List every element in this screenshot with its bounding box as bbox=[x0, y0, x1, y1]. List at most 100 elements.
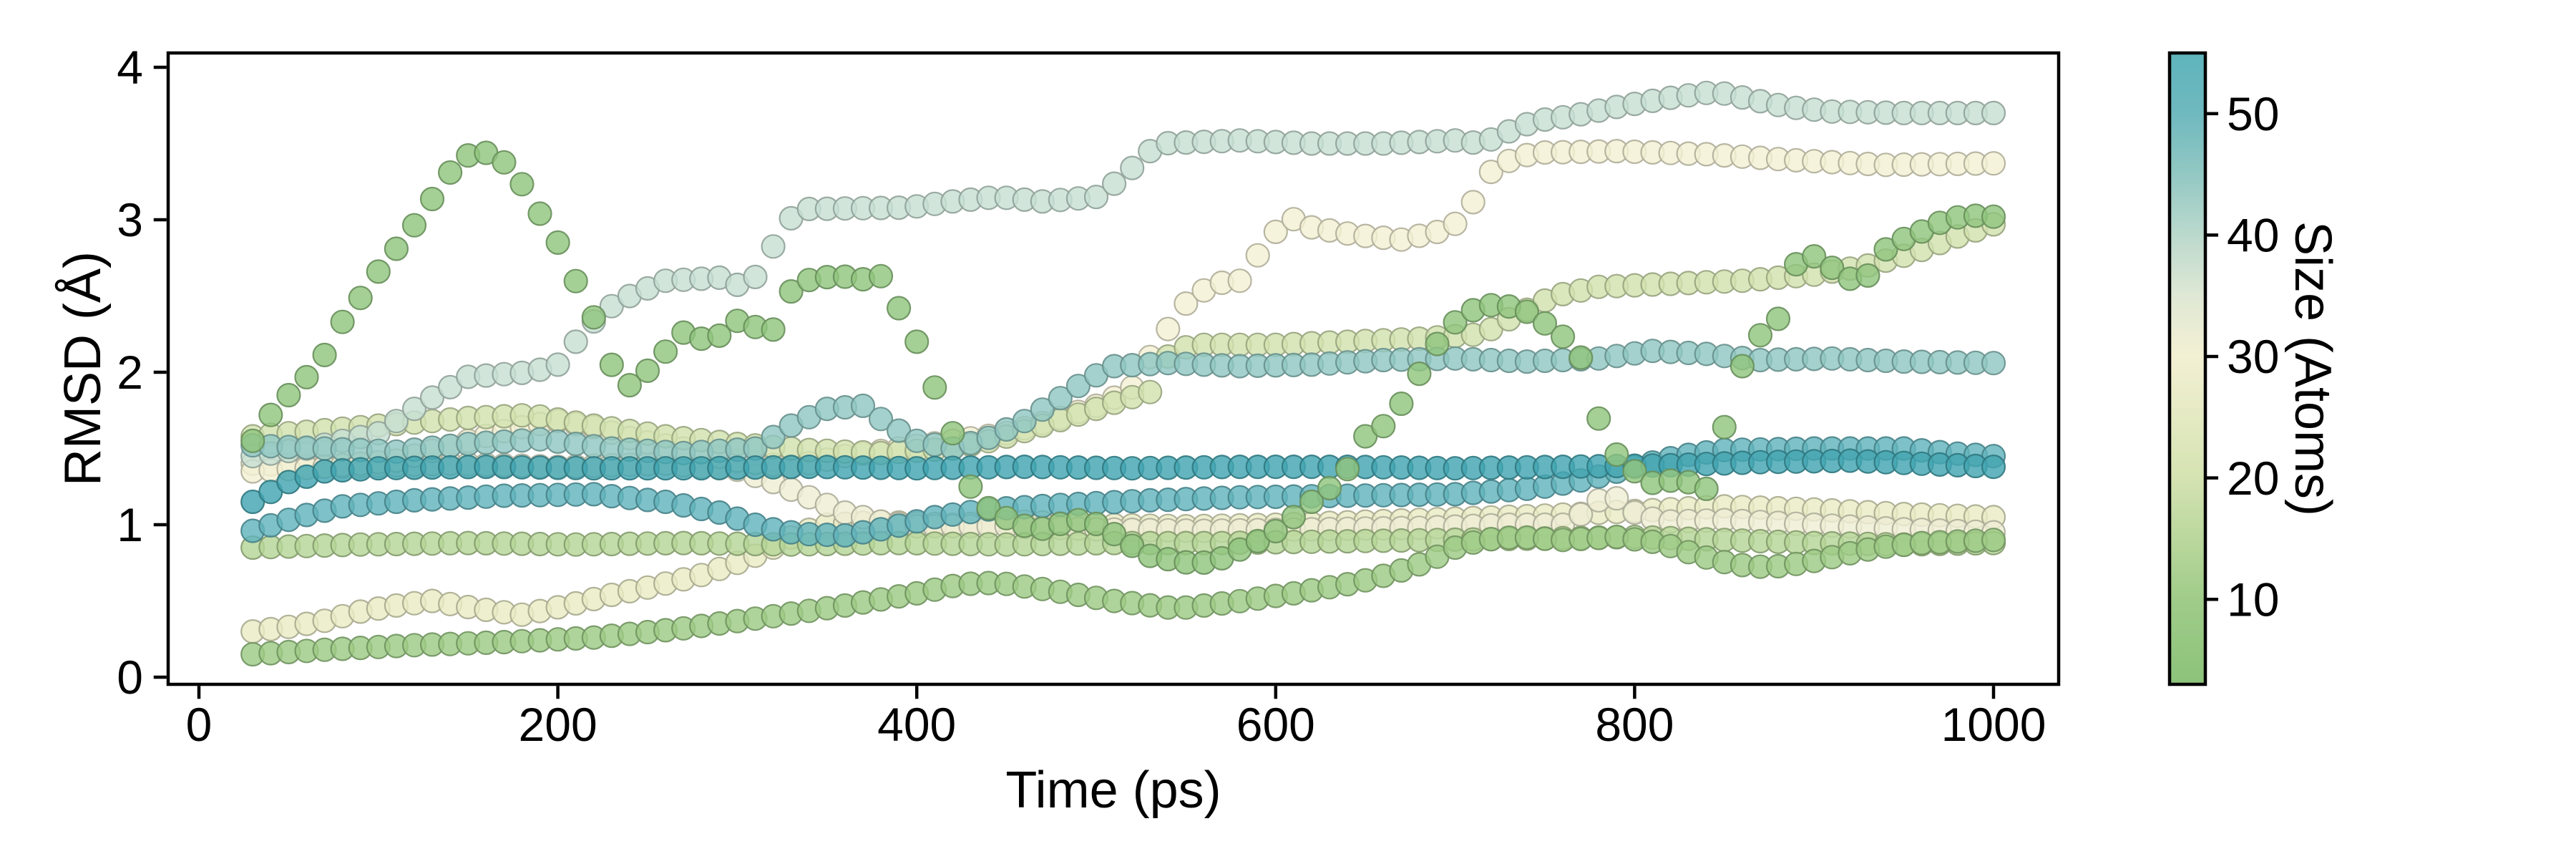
y-tick-label: 3 bbox=[117, 193, 143, 246]
scatter-point bbox=[437, 160, 463, 185]
scatter-point bbox=[1245, 243, 1270, 268]
scatter-point bbox=[1981, 454, 2006, 480]
scatter-point bbox=[419, 385, 445, 410]
axes-layer: 0 200 400 600 800 1000 0 1 2 3 4 bbox=[117, 41, 2061, 751]
scatter-point bbox=[635, 358, 660, 384]
colorbar-tick-label: 30 bbox=[2227, 330, 2279, 383]
scatter-point bbox=[1083, 185, 1109, 210]
scatter-point bbox=[1802, 244, 1827, 269]
scatter-point bbox=[1981, 528, 2006, 553]
x-tick-label: 800 bbox=[1595, 698, 1674, 751]
scatter-point bbox=[492, 150, 517, 175]
trajectory-10-atoms bbox=[240, 524, 2006, 667]
scatter-point bbox=[761, 424, 786, 450]
scatter-points-layer bbox=[240, 80, 2006, 667]
scatter-point bbox=[294, 364, 319, 390]
x-tick-label: 1000 bbox=[1941, 698, 2046, 751]
scatter-point bbox=[1101, 521, 1127, 547]
scatter-point bbox=[1981, 151, 2006, 176]
colorbar: 10 20 30 40 50 bbox=[2167, 51, 2279, 686]
x-tick-label: 200 bbox=[519, 698, 597, 751]
x-tick-label: 600 bbox=[1236, 698, 1315, 751]
scatter-point bbox=[1478, 160, 1503, 185]
scatter-point bbox=[240, 428, 265, 453]
scatter-point bbox=[1532, 311, 1558, 336]
scatter-point bbox=[1981, 204, 2006, 229]
scatter-point bbox=[761, 234, 786, 259]
scatter-point bbox=[617, 372, 643, 398]
scatter-point bbox=[1747, 323, 1773, 348]
scatter-point bbox=[1981, 351, 2006, 376]
trajectory-55-atoms bbox=[240, 448, 2006, 515]
scatter-point bbox=[258, 402, 283, 427]
scatter-point bbox=[401, 396, 427, 422]
plot-spines bbox=[166, 51, 2061, 686]
scatter-point bbox=[1407, 361, 1432, 387]
scatter-point bbox=[1443, 310, 1468, 335]
scatter-point bbox=[330, 309, 355, 334]
scatter-point bbox=[850, 393, 876, 419]
colorbar-tick-label: 20 bbox=[2227, 452, 2279, 505]
scatter-point bbox=[707, 323, 732, 348]
scatter-point bbox=[1568, 345, 1594, 370]
scatter-point bbox=[1371, 414, 1396, 439]
colorbar-tick-label: 10 bbox=[2227, 573, 2279, 626]
scatter-point bbox=[312, 342, 337, 367]
scatter-point bbox=[1873, 237, 1898, 262]
colorbar-tick-label: 50 bbox=[2227, 87, 2279, 140]
scatter-point bbox=[1263, 518, 1288, 544]
scatter-point bbox=[743, 264, 768, 289]
scatter-point bbox=[366, 259, 391, 284]
scatter-point bbox=[1030, 397, 1055, 422]
colorbar-gradient-bar bbox=[2170, 53, 2205, 684]
scatter-point bbox=[1694, 476, 1719, 502]
scatter-point bbox=[348, 286, 373, 311]
scatter-point bbox=[384, 236, 409, 261]
trajectory-50-atoms bbox=[240, 436, 2006, 548]
scatter-point bbox=[1981, 100, 2006, 125]
scatter-point bbox=[1765, 306, 1791, 331]
scatter-point bbox=[1443, 211, 1468, 236]
scatter-point bbox=[1425, 331, 1450, 356]
scatter-point bbox=[1604, 442, 1629, 467]
scatter-point bbox=[1227, 268, 1252, 293]
scatter-point bbox=[1263, 219, 1288, 244]
scatter-point bbox=[509, 172, 535, 197]
scatter-point bbox=[1101, 171, 1127, 196]
scatter-point bbox=[1820, 256, 1845, 281]
scatter-point bbox=[1604, 485, 1629, 511]
scatter-point bbox=[886, 296, 912, 321]
y-tick-label: 4 bbox=[117, 41, 143, 94]
trajectory-8-atoms bbox=[240, 140, 2006, 576]
scatter-point bbox=[922, 375, 947, 400]
colorbar-label: Size (Atoms) bbox=[2284, 221, 2341, 516]
colorbar-border bbox=[2167, 51, 2207, 686]
scatter-point bbox=[545, 230, 570, 255]
scatter-point bbox=[437, 374, 463, 400]
scatter-point bbox=[868, 407, 894, 432]
scatter-point bbox=[419, 186, 445, 212]
scatter-point bbox=[527, 201, 552, 226]
trajectory-20-atoms bbox=[240, 212, 2006, 466]
y-tick-label: 0 bbox=[117, 651, 143, 704]
scatter-point bbox=[1174, 291, 1199, 316]
x-tick-label: 400 bbox=[877, 698, 956, 751]
scatter-point bbox=[904, 329, 930, 354]
scatter-point bbox=[761, 317, 786, 342]
scatter-point bbox=[563, 329, 588, 354]
scatter-point bbox=[1138, 379, 1163, 404]
scatter-point bbox=[1855, 263, 1880, 288]
scatter-point bbox=[1012, 409, 1037, 434]
scatter-point bbox=[384, 409, 409, 434]
scatter-point bbox=[1299, 489, 1324, 515]
scatter-point bbox=[779, 279, 804, 304]
scatter-point bbox=[545, 352, 570, 377]
scatter-point bbox=[868, 263, 894, 288]
scatter-point bbox=[1712, 414, 1737, 440]
scatter-point bbox=[599, 352, 624, 377]
scatter-point bbox=[653, 339, 678, 364]
scatter-point bbox=[1065, 374, 1091, 399]
scatter-point bbox=[1729, 354, 1755, 379]
